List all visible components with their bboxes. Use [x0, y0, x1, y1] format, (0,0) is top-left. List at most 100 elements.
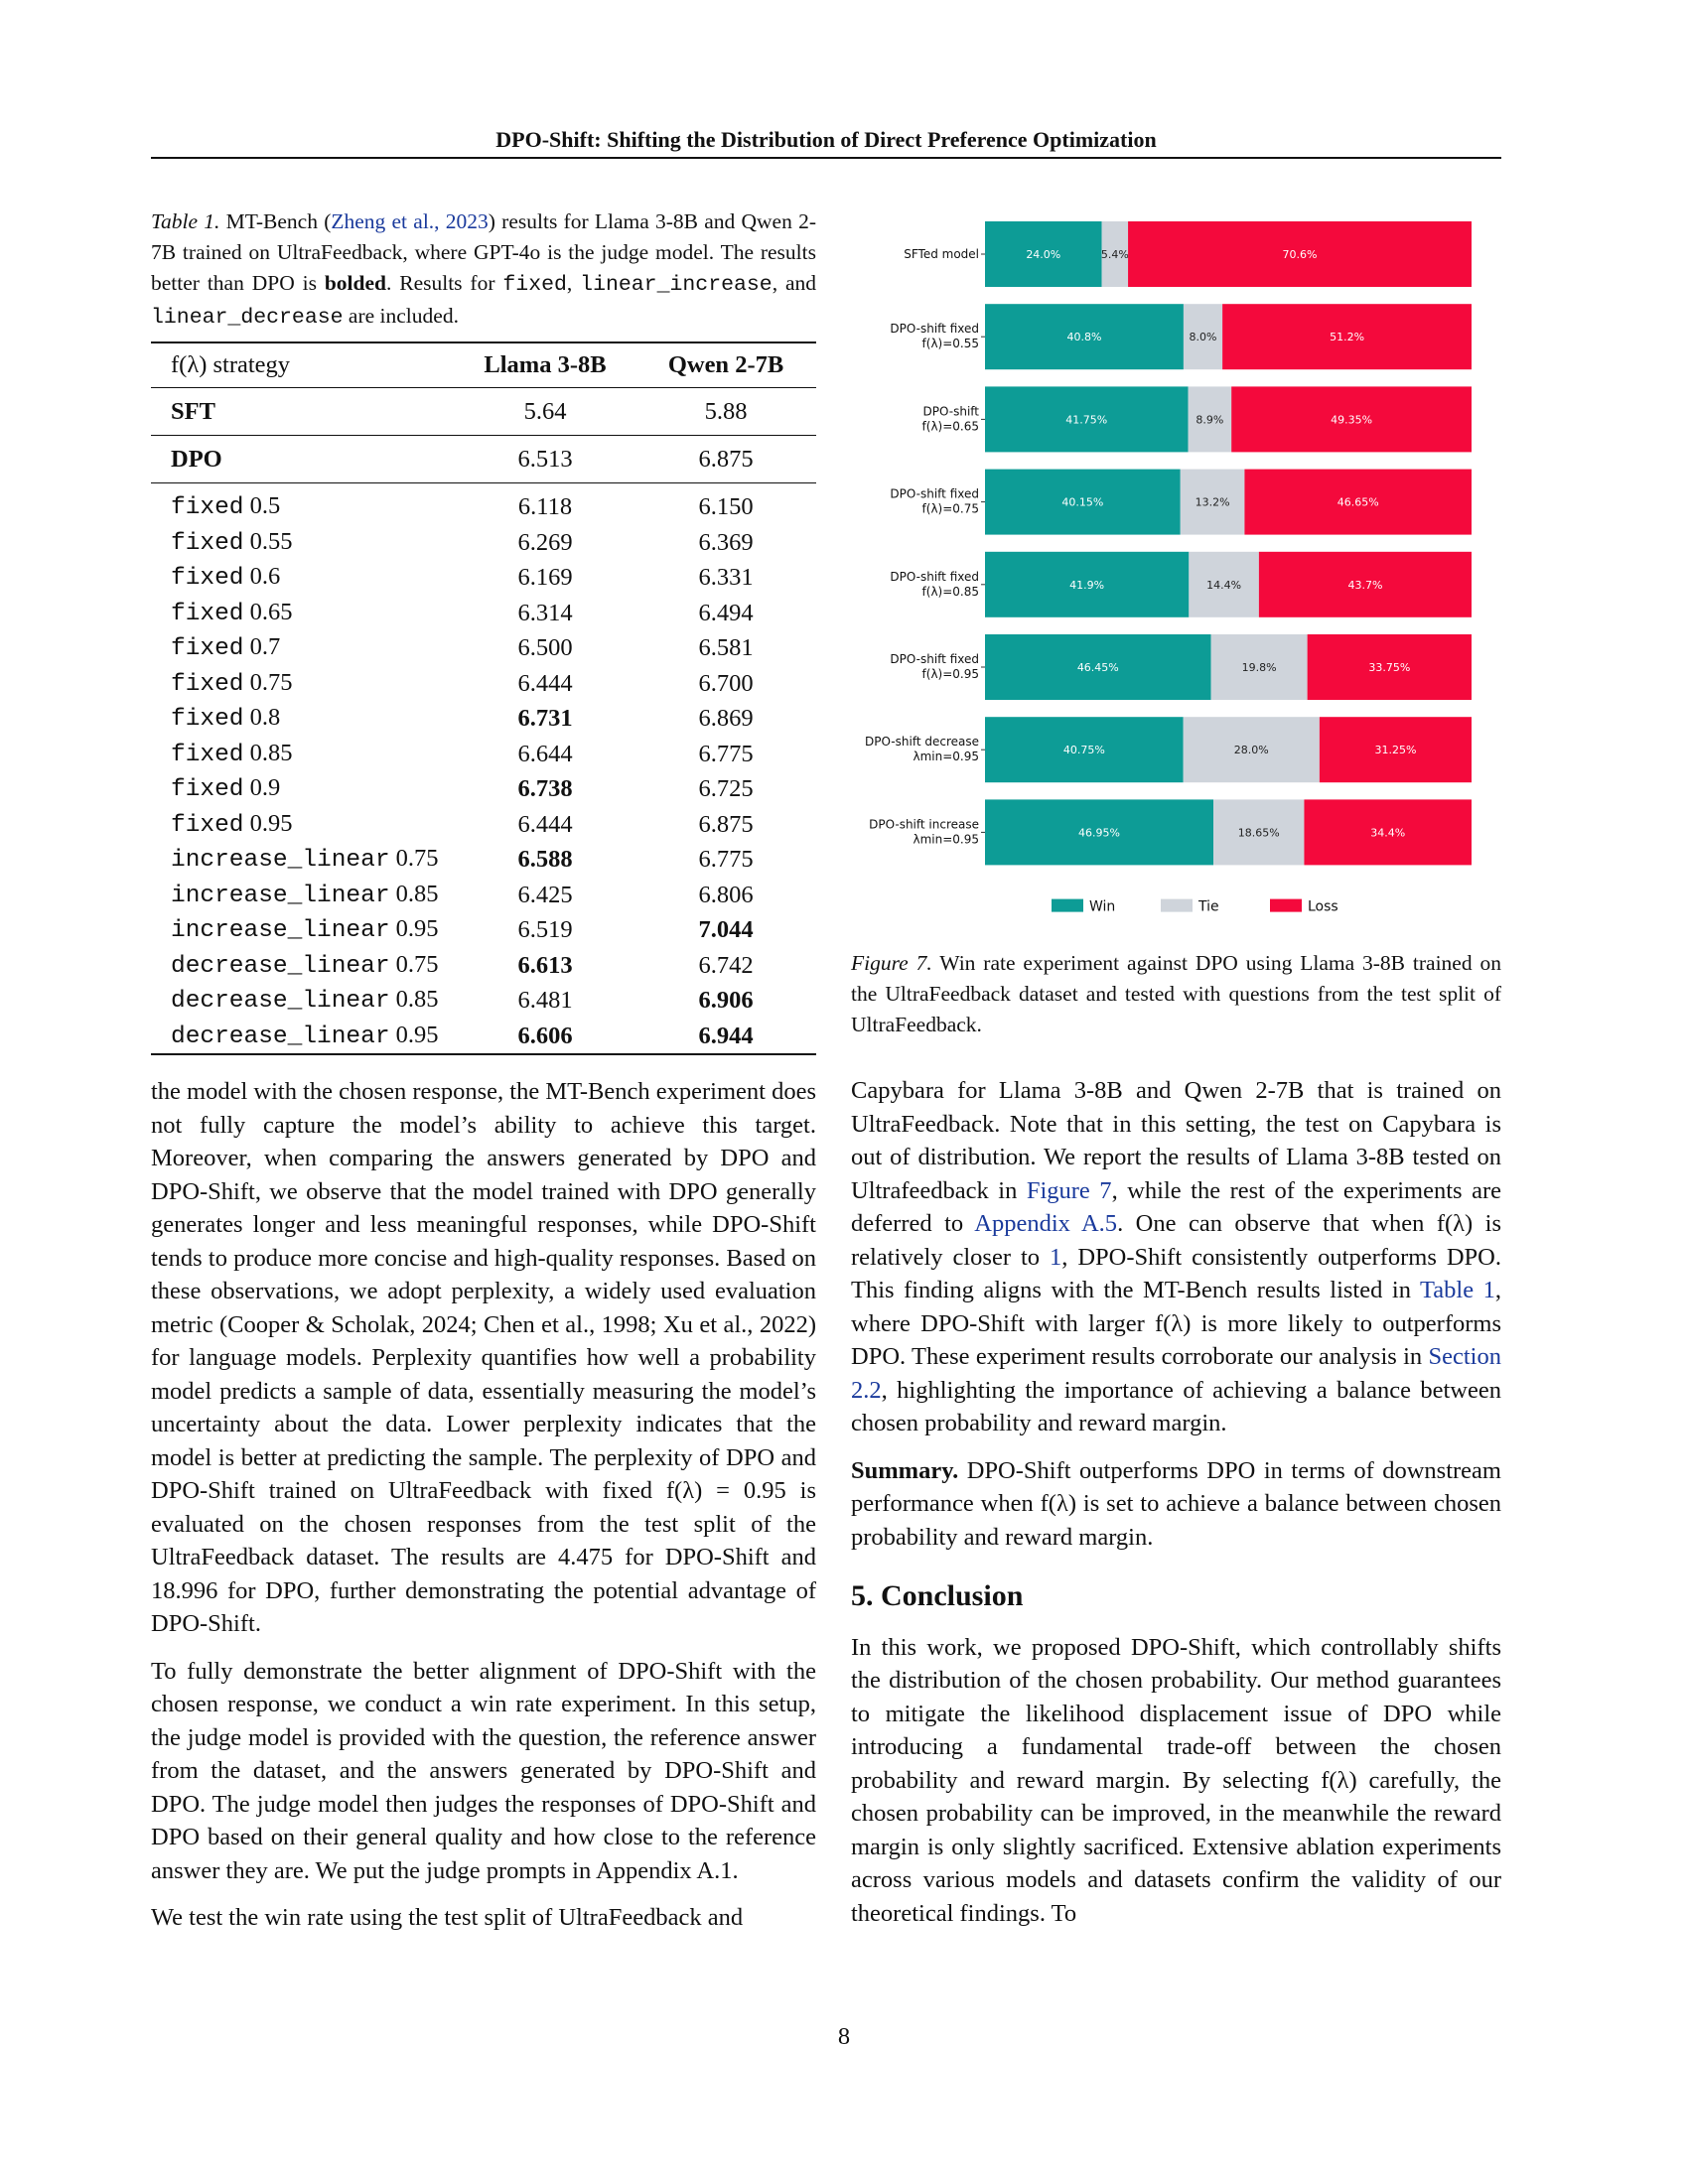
llama-score: 6.644 — [517, 740, 573, 767]
bar-label: 14.4% — [1206, 579, 1241, 592]
ref-section-2-2[interactable]: Section 2.2 — [851, 1343, 1501, 1404]
bar-tie — [1183, 717, 1320, 783]
strategy-param: 0.95 — [249, 809, 293, 837]
strategy-param: 0.7 — [249, 633, 281, 660]
qwen-score: 6.331 — [698, 564, 754, 591]
qwen-score: 6.369 — [698, 528, 754, 556]
llama-score: 6.481 — [517, 987, 573, 1014]
llama-score: 6.606 — [455, 1018, 635, 1055]
table1-label: Table 1. — [151, 209, 220, 233]
bar-tie — [1183, 304, 1223, 370]
bar-loss — [1128, 221, 1472, 287]
llama-score: 6.118 — [455, 482, 635, 525]
bar-label: 46.45% — [1077, 661, 1119, 674]
col-header-llama: Llama 3-8B — [455, 341, 635, 388]
ref-table1[interactable]: Table 1 — [1420, 1277, 1495, 1303]
table-row: fixed 0.95 6.444 6.875 — [151, 807, 816, 843]
category-label: f(λ)=0.95 — [922, 667, 979, 681]
category-label: DPO-shift increase — [869, 817, 979, 831]
ref-figure7[interactable]: Figure 7 — [1026, 1176, 1112, 1204]
llama-score: 6.738 — [517, 775, 573, 802]
legend-swatch-loss — [1270, 898, 1302, 912]
strategy-name: fixed — [171, 776, 244, 803]
category-label: SFTed model — [904, 247, 979, 261]
bar-label: 5.4% — [1101, 248, 1129, 261]
strategy-param: 0.8 — [249, 704, 281, 731]
conclusion-paragraph: In this work, we proposed DPO-Shift, whi… — [851, 1633, 1501, 1927]
bar-loss — [1222, 304, 1472, 370]
strategy-name: fixed — [171, 529, 244, 557]
table-row: fixed 0.65 6.314 6.494 — [151, 596, 816, 631]
bar-label: 33.75% — [1368, 661, 1410, 674]
strategy-name: fixed — [171, 494, 244, 521]
table-row: decrease_linear 0.95 6.606 6.944 — [151, 1018, 816, 1055]
qwen-score: 6.150 — [635, 482, 816, 525]
bar-label: 28.0% — [1234, 744, 1269, 756]
citation-zheng[interactable]: Zheng et al., 2023 — [331, 209, 489, 233]
bar-loss — [1319, 717, 1472, 783]
qwen-score: 6.775 — [698, 740, 754, 767]
table-row: fixed 0.85 6.644 6.775 — [151, 737, 816, 772]
bar-win — [985, 551, 1190, 617]
category-label: f(λ)=0.65 — [922, 419, 979, 433]
bar-label: 40.75% — [1063, 744, 1105, 756]
table-row: fixed 0.55 6.269 6.369 — [151, 525, 816, 561]
running-header: DPO-Shift: Shifting the Distribution of … — [495, 127, 1157, 152]
qwen-score: 6.869 — [698, 705, 754, 732]
bar-loss — [1304, 799, 1472, 866]
legend-label: Tie — [1197, 899, 1219, 915]
category-label: DPO-shift fixed — [890, 487, 979, 501]
qwen-score: 6.581 — [698, 634, 754, 661]
table-row: fixed 0.75 6.444 6.700 — [151, 666, 816, 702]
strategy-name: increase_linear — [171, 882, 390, 909]
llama-score: 6.444 — [517, 810, 573, 838]
category-label: λmin=0.95 — [913, 832, 979, 846]
results-table: f(λ) strategy Llama 3-8B Qwen 2-7B SFT 5… — [151, 341, 816, 1055]
category-label: f(λ)=0.55 — [922, 337, 979, 350]
bar-win — [985, 799, 1214, 866]
strategy-name: decrease_linear — [171, 988, 390, 1015]
table-row: fixed 0.8 6.731 6.869 — [151, 701, 816, 737]
qwen-score: 6.775 — [698, 846, 754, 873]
category-label: DPO-shift fixed — [890, 652, 979, 666]
bar-label: 41.9% — [1069, 579, 1104, 592]
strategy-param: 0.75 — [395, 845, 439, 872]
qwen-score: 6.725 — [698, 775, 754, 802]
qwen-score: 6.494 — [698, 599, 754, 626]
strategy-name: fixed — [171, 635, 244, 662]
bar-label: 51.2% — [1330, 331, 1364, 343]
bar-win — [985, 469, 1181, 535]
category-label: DPO-shift fixed — [890, 322, 979, 336]
qwen-score: 6.944 — [635, 1018, 816, 1055]
table-row: decrease_linear 0.85 6.481 6.906 — [151, 983, 816, 1019]
bar-tie — [1188, 386, 1232, 453]
right-text: Capybara for Llama 3-8B and Qwen 2-7B th… — [851, 1074, 1501, 1930]
col-header-qwen: Qwen 2-7B — [635, 341, 816, 388]
section-heading-conclusion: 5. Conclusion — [851, 1579, 1024, 1612]
header-rule — [151, 157, 1501, 159]
legend-swatch-tie — [1161, 898, 1193, 912]
strategy-param: 0.75 — [395, 950, 439, 978]
llama-score: 6.314 — [517, 599, 573, 626]
strategy-param: 0.5 — [249, 492, 281, 519]
table-row-dpo: DPO 6.513 6.875 — [151, 435, 816, 483]
strategy-name: fixed — [171, 600, 244, 627]
strategy-param: 0.95 — [395, 915, 439, 942]
right-paragraph-1: Capybara for Llama 3-8B and Qwen 2-7B th… — [851, 1077, 1501, 1436]
strategy-name: fixed — [171, 706, 244, 733]
ref-eq-1[interactable]: 1 — [1049, 1243, 1062, 1271]
llama-score: 6.269 — [517, 528, 573, 556]
qwen-score: 6.700 — [698, 669, 754, 697]
win-rate-chart: 24.0% 5.4% 70.6% SFTed model 40.8% 8.0% 51.2% D… — [865, 221, 1472, 915]
category-label: f(λ)=0.75 — [922, 502, 979, 516]
llama-score: 6.425 — [517, 881, 573, 908]
bar-label: 13.2% — [1196, 496, 1230, 509]
ref-appendix-a5[interactable]: Appendix A.5 — [974, 1210, 1118, 1237]
strategy-param: 0.95 — [395, 1021, 439, 1048]
bar-label: 43.7% — [1347, 579, 1382, 592]
summary-paragraph: Summary. DPO-Shift outperforms DPO in te… — [851, 1456, 1501, 1551]
table-row: increase_linear 0.85 6.425 6.806 — [151, 878, 816, 913]
strategy-param: 0.85 — [395, 986, 439, 1013]
category-label: DPO-shift decrease — [865, 735, 979, 749]
bar-label: 8.9% — [1196, 413, 1223, 426]
